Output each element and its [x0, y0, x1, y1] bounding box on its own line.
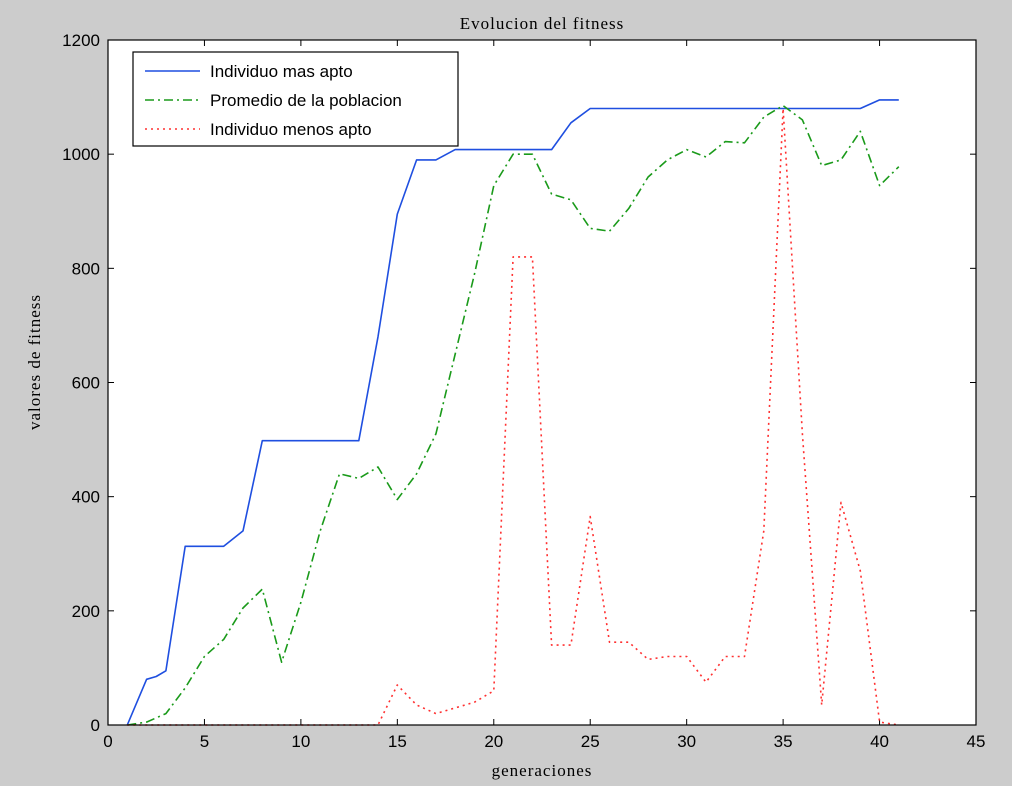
x-tick-label: 20 [484, 732, 503, 751]
x-tick-label: 25 [581, 732, 600, 751]
y-tick-label: 1000 [62, 145, 100, 164]
y-tick-label: 800 [72, 259, 100, 278]
y-tick-label: 1200 [62, 31, 100, 50]
y-tick-label: 600 [72, 374, 100, 393]
legend-label-1: Individuo mas apto [210, 62, 353, 81]
x-tick-label: 45 [967, 732, 986, 751]
y-tick-label: 0 [91, 716, 100, 735]
legend-label-2: Promedio de la poblacion [210, 91, 402, 110]
legend: Individuo mas apto Promedio de la poblaci… [132, 51, 459, 147]
series-layer [126, 99, 900, 726]
x-tick-label: 30 [677, 732, 696, 751]
x-tick-label: 5 [200, 732, 209, 751]
y-tick-label: 200 [72, 602, 100, 621]
series-line-1 [126, 99, 899, 726]
legend-label-3: Individuo menos apto [210, 120, 372, 139]
series-line-2 [127, 104, 900, 726]
x-axis-title: generaciones [492, 761, 593, 780]
axis-ticks: 0 5 10 15 20 25 30 35 40 45 0 200 400 600 800 1000 1200 [62, 31, 985, 751]
plot-frame [107, 39, 977, 726]
chart-title: Evolucion del fitness [460, 14, 625, 33]
x-tick-label: 40 [870, 732, 889, 751]
y-tick-label: 400 [72, 488, 100, 507]
legend-box [132, 51, 459, 147]
x-tick-label: 0 [103, 732, 112, 751]
series-line-3 [127, 107, 899, 726]
x-tick-label: 10 [291, 732, 310, 751]
x-tick-label: 15 [388, 732, 407, 751]
x-tick-label: 35 [774, 732, 793, 751]
y-axis-title: valores de fitness [25, 294, 44, 430]
